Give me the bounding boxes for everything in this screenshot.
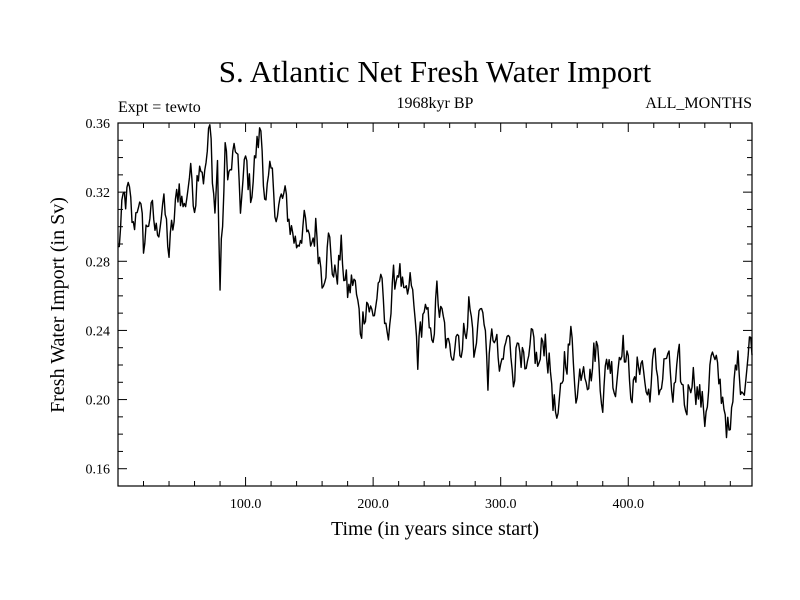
x-tick-label: 200.0 xyxy=(357,497,389,512)
chart-title: S. Atlantic Net Fresh Water Import xyxy=(219,54,652,89)
data-series-line xyxy=(117,124,753,439)
y-tick-label: 0.36 xyxy=(86,117,111,132)
y-tick-label: 0.16 xyxy=(86,463,111,478)
y-tick-label: 0.24 xyxy=(86,324,111,339)
y-tick-label: 0.32 xyxy=(86,186,111,201)
y-tick-label: 0.20 xyxy=(86,394,111,409)
x-tick-label: 400.0 xyxy=(613,497,645,512)
months-label: ALL_MONTHS xyxy=(645,95,752,112)
x-axis-ticks: 100.0 200.0 300.0 400.0 xyxy=(230,123,644,512)
experiment-label: Expt = tewto xyxy=(118,99,201,116)
y-axis-ticks: 0.16 0.20 0.24 0.28 0.32 0.36 xyxy=(86,117,752,478)
x-tick-label: 100.0 xyxy=(230,497,262,512)
x-tick-label: 300.0 xyxy=(485,497,517,512)
y-tick-label: 0.28 xyxy=(86,255,111,270)
x-axis-label: Time (in years since start) xyxy=(331,518,539,540)
y-axis-label: Fresh Water Import (in Sv) xyxy=(47,197,69,413)
plot-frame xyxy=(117,122,753,487)
period-label: 1968kyr BP xyxy=(397,95,474,112)
